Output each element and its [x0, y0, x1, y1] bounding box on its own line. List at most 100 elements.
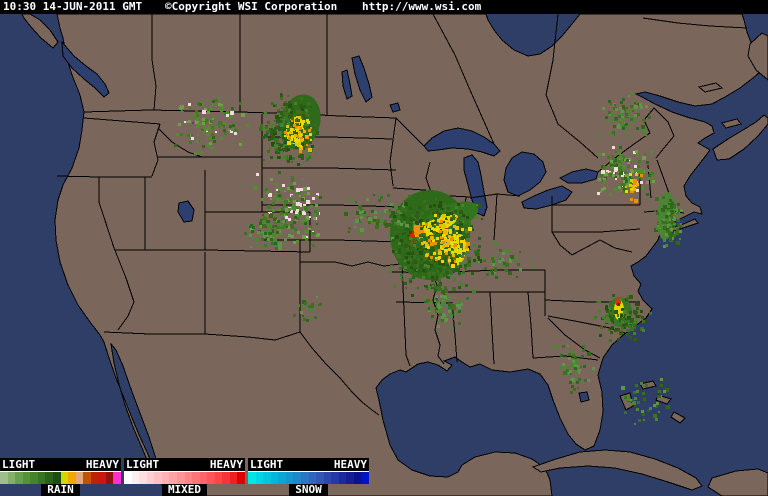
radar-speck [269, 147, 272, 150]
radar-speck [620, 159, 623, 162]
radar-speck [445, 225, 448, 228]
radar-speck [268, 138, 271, 141]
radar-speck [567, 345, 569, 347]
radar-speck [634, 423, 636, 425]
radar-speck [292, 157, 295, 160]
radar-speck [381, 213, 384, 216]
radar-speck [299, 104, 303, 108]
radar-speck [610, 160, 613, 163]
radar-speck [642, 320, 645, 323]
radar-speck [434, 214, 437, 217]
radar-speck [420, 246, 423, 249]
radar-speck [446, 264, 449, 267]
radar-speck [293, 314, 296, 317]
radar-speck [666, 219, 669, 222]
radar-speck [624, 396, 627, 399]
radar-speck [660, 378, 663, 381]
radar-speck [313, 131, 316, 134]
radar-speck [274, 144, 277, 147]
radar-speck [221, 123, 224, 126]
radar-speckles-new-england-yellow [625, 173, 643, 203]
radar-speck [600, 191, 602, 193]
radar-speck [387, 194, 390, 197]
radar-speck [293, 182, 296, 185]
radar-speck [444, 239, 447, 242]
radar-speck [428, 257, 431, 260]
radar-speck [658, 390, 661, 393]
radar-speck [466, 216, 469, 219]
radar-speck [397, 216, 400, 219]
radar-speck [303, 204, 306, 207]
radar-speck [434, 289, 437, 292]
legend-color-step [338, 472, 347, 484]
radar-speck [415, 221, 418, 224]
radar-speck [176, 133, 179, 136]
radar-speck [362, 214, 365, 217]
island [21, 13, 59, 49]
radar-speck [309, 133, 312, 136]
radar-speck [438, 251, 442, 255]
radar-speck [280, 95, 283, 98]
radar-speck [313, 217, 316, 220]
radar-speck [460, 283, 463, 286]
radar-speck [455, 268, 459, 272]
radar-speck [660, 229, 663, 232]
radar-speck [596, 301, 598, 303]
radar-speck [459, 243, 463, 247]
radar-speck [425, 242, 428, 245]
radar-speck [407, 228, 410, 231]
radar-speck [319, 196, 322, 199]
radar-speck [624, 411, 627, 414]
radar-speck [454, 263, 457, 266]
radar-speck [291, 117, 294, 120]
radar-speck [274, 104, 277, 107]
radar-speck [450, 297, 453, 300]
radar-speck [239, 102, 242, 105]
radar-speck [614, 104, 616, 106]
radar-speck [648, 174, 651, 177]
radar-speck [628, 135, 631, 138]
radar-speck [647, 169, 650, 172]
radar-speck [471, 272, 474, 275]
radar-speck [270, 124, 273, 127]
radar-speckles-midwest-specks [473, 242, 534, 279]
radar-speck [288, 123, 291, 126]
radar-speck [642, 156, 646, 160]
radar-speck [431, 265, 434, 268]
radar-speck [640, 169, 644, 173]
radar-speck [404, 228, 407, 231]
radar-speck [221, 106, 224, 109]
radar-speck [291, 195, 294, 198]
radar-speck [464, 264, 467, 267]
radar-speck [458, 286, 461, 289]
radar-speck [450, 218, 453, 221]
radar-speck [630, 179, 633, 182]
radar-speck [442, 208, 444, 210]
radar-speck [387, 201, 390, 204]
radar-speck [268, 193, 272, 197]
radar-speck [617, 167, 620, 170]
radar-speck [625, 113, 628, 116]
radar-speck [424, 256, 427, 259]
radar-speck [435, 298, 438, 301]
radar-speck [641, 125, 645, 129]
radar-speck [291, 161, 293, 163]
border-line [262, 204, 401, 208]
radar-speck [262, 214, 264, 216]
radar-speck [390, 214, 394, 218]
radar-speck [663, 205, 667, 209]
snow-heavy-label: HEAVY [333, 458, 367, 471]
radar-speck [624, 171, 627, 174]
radar-speck [600, 326, 603, 329]
radar-speck [621, 320, 624, 323]
radar-speck [393, 215, 396, 218]
radar-speck [634, 105, 638, 109]
radar-speck [431, 222, 434, 225]
radar-speck [199, 103, 202, 106]
radar-speck [262, 136, 265, 139]
radar-speck [483, 259, 486, 262]
radar-speck [273, 218, 276, 221]
radar-speck [300, 145, 302, 147]
radar-speck [301, 122, 304, 125]
radar-speck [633, 320, 636, 323]
